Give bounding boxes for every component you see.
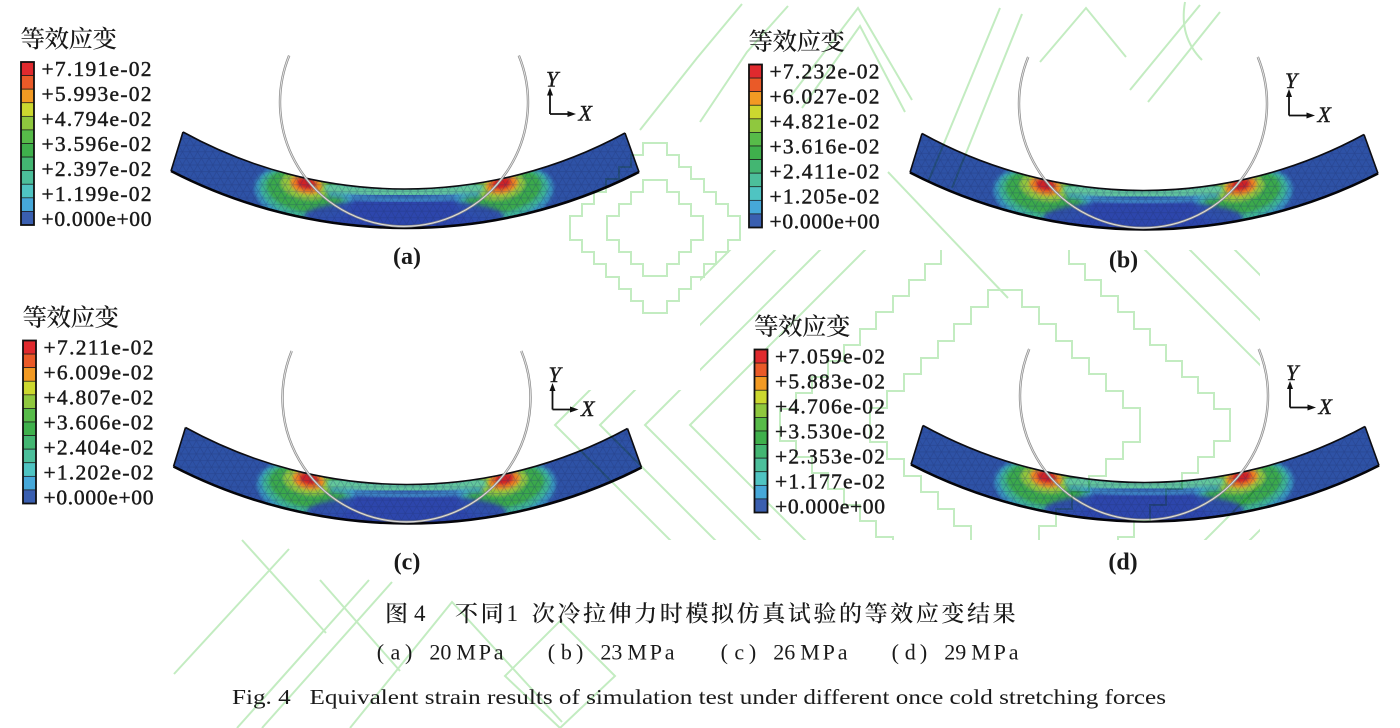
svg-text:+5.993e-02: +5.993e-02 (42, 82, 152, 106)
svg-text:23: 23 (600, 640, 622, 665)
svg-text:+2.353e-02: +2.353e-02 (775, 444, 885, 468)
svg-text:+2.404e-02: +2.404e-02 (44, 435, 154, 459)
svg-text:): ) (920, 640, 927, 665)
svg-text:c: c (734, 640, 744, 665)
svg-text:+7.059e-02: +7.059e-02 (775, 344, 885, 368)
svg-text:+4.807e-02: +4.807e-02 (44, 385, 154, 409)
svg-text:b: b (561, 640, 572, 665)
svg-text:+0.000e+00: +0.000e+00 (42, 207, 152, 231)
svg-text:+5.883e-02: +5.883e-02 (775, 369, 885, 393)
svg-text:+3.530e-02: +3.530e-02 (775, 419, 885, 443)
svg-text:(d): (d) (1108, 550, 1137, 576)
svg-text:+0.000e+00: +0.000e+00 (775, 494, 885, 518)
svg-text:): ) (405, 640, 412, 665)
svg-text:4: 4 (414, 601, 426, 626)
svg-text:+4.706e-02: +4.706e-02 (775, 394, 885, 418)
svg-text:+2.397e-02: +2.397e-02 (42, 157, 152, 181)
svg-text:+6.027e-02: +6.027e-02 (770, 84, 880, 108)
svg-text:1: 1 (507, 601, 519, 626)
svg-text:MPa: MPa (627, 640, 677, 665)
svg-text:29: 29 (944, 640, 966, 665)
svg-text:Fig. 4 Equivalent strain res: Fig. 4 Equivalent strain results of simu… (232, 685, 1166, 709)
svg-text:+1.202e-02: +1.202e-02 (44, 460, 154, 484)
svg-text:+7.191e-02: +7.191e-02 (42, 57, 152, 81)
svg-text:+7.211e-02: +7.211e-02 (44, 335, 154, 359)
svg-text:(: ( (892, 640, 899, 665)
svg-text:(: ( (377, 640, 384, 665)
svg-text:+3.596e-02: +3.596e-02 (42, 132, 152, 156)
svg-text:MPa: MPa (800, 640, 850, 665)
svg-text:+2.411e-02: +2.411e-02 (770, 159, 880, 183)
svg-text:+4.794e-02: +4.794e-02 (42, 107, 152, 131)
svg-text:26: 26 (773, 640, 795, 665)
svg-text:): ) (576, 640, 583, 665)
svg-text:a: a (391, 640, 401, 665)
svg-text:+6.009e-02: +6.009e-02 (44, 360, 154, 384)
svg-text:): ) (749, 640, 756, 665)
svg-text:20: 20 (429, 640, 451, 665)
svg-text:(: ( (548, 640, 555, 665)
svg-text:+4.821e-02: +4.821e-02 (770, 109, 880, 133)
svg-text:d: d (905, 640, 916, 665)
svg-text:+0.000e+00: +0.000e+00 (770, 209, 880, 233)
svg-text:(: ( (721, 640, 728, 665)
svg-text:(b): (b) (1109, 248, 1138, 274)
svg-text:(a): (a) (393, 244, 421, 270)
svg-text:+3.606e-02: +3.606e-02 (44, 410, 154, 434)
svg-text:MPa: MPa (971, 640, 1021, 665)
svg-text:+0.000e+00: +0.000e+00 (44, 485, 154, 509)
svg-text:MPa: MPa (456, 640, 506, 665)
svg-text:(c): (c) (394, 550, 421, 576)
svg-text:+3.616e-02: +3.616e-02 (770, 134, 880, 158)
svg-text:+7.232e-02: +7.232e-02 (770, 59, 880, 83)
svg-text:+1.205e-02: +1.205e-02 (770, 184, 880, 208)
svg-text:+1.199e-02: +1.199e-02 (42, 182, 152, 206)
